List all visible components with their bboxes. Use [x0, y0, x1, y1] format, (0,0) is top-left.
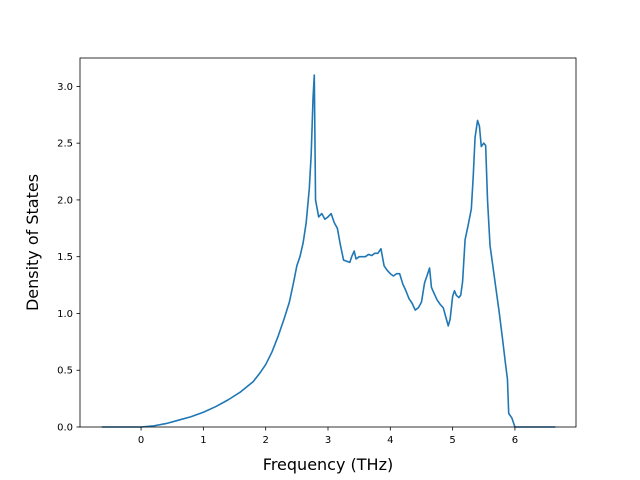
y-axis-label: Density of States — [23, 174, 42, 311]
dos-series-line-0 — [101, 74, 556, 428]
x-axis-label: Frequency (THz) — [263, 455, 393, 474]
axes-frame — [79, 57, 577, 428]
plot-area — [101, 74, 556, 428]
y-axis-ticks: 0.0 0.5 1.0 1.5 2.0 2.5 3.0 — [57, 82, 80, 434]
x-tick-label: 4 — [387, 435, 393, 446]
y-tick-label: 1.0 — [57, 309, 73, 320]
y-tick-label: 0.0 — [57, 423, 73, 434]
y-tick-label: 1.5 — [57, 252, 73, 263]
x-tick-label: 0 — [138, 435, 144, 446]
x-axis-ticks: 0 1 2 3 4 5 6 — [138, 427, 518, 446]
x-tick-label: 6 — [512, 435, 518, 446]
y-tick-label: 3.0 — [57, 82, 73, 93]
y-tick-label: 2.0 — [57, 195, 73, 206]
y-tick-label: 2.5 — [57, 139, 73, 150]
y-tick-label: 0.5 — [57, 366, 73, 377]
x-tick-label: 1 — [200, 435, 206, 446]
x-tick-label: 5 — [449, 435, 455, 446]
x-tick-label: 3 — [325, 435, 331, 446]
x-tick-label: 2 — [263, 435, 269, 446]
